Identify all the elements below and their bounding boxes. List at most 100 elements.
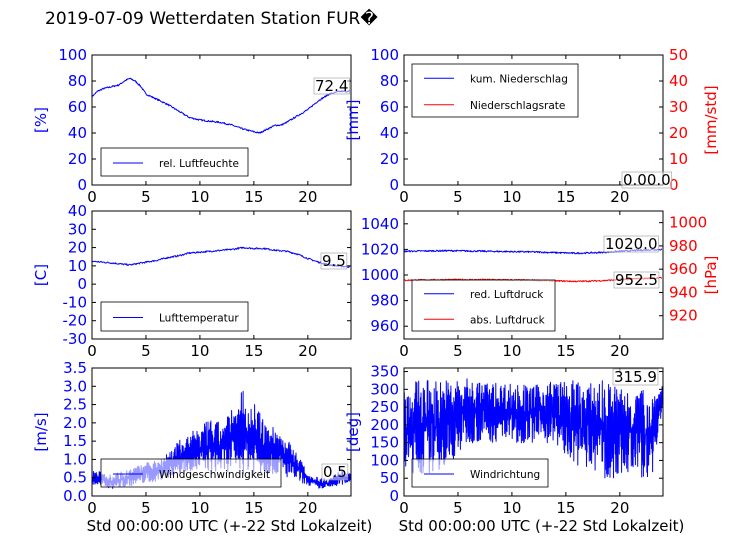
x-tick-label: 10	[502, 188, 521, 206]
x-tick-label: 5	[141, 342, 151, 360]
y-tick-label: 0	[389, 487, 399, 505]
y2-axis-label: [hPa]	[702, 256, 720, 295]
x-tick-label: 0	[87, 499, 97, 517]
x-tick-label: 0	[399, 342, 409, 360]
last-value-label: 9.5	[322, 252, 346, 270]
legend-label: Lufttemperatur	[159, 313, 239, 325]
y2-tick-label: 1000	[669, 214, 707, 232]
y-tick-label: 40	[68, 124, 87, 142]
y-tick-label: 10	[68, 257, 87, 275]
x-tick-label: 15	[244, 188, 263, 206]
y-axis-label: [m/s]	[32, 412, 50, 451]
y2-tick-label: 920	[669, 307, 698, 325]
y-tick-label: 3.0	[63, 377, 87, 395]
y-tick-label: 40	[68, 202, 87, 220]
x-tick-label: 10	[502, 342, 521, 360]
plot-area	[92, 246, 351, 268]
last-value-box	[321, 463, 349, 481]
y-tick-label: 50	[380, 469, 399, 487]
x-tick-label: 10	[190, 188, 209, 206]
x-axis-label: Std 00:00:00 UTC (+-22 Std Lokalzeit)	[87, 517, 373, 535]
legend-frame	[411, 279, 556, 332]
x-tick-label: 5	[453, 499, 463, 517]
y-tick-label: 80	[380, 72, 399, 90]
panel-2: 0 5 10 15 20 0 20 40 60 80 100 0 10 20 30 40 50 [mm] [mm/s…	[344, 46, 720, 206]
x-axis-label: Std 00:00:00 UTC (+-22 Std Lokalzeit)	[399, 517, 685, 535]
y2-tick-label: 10	[669, 150, 688, 168]
legend-frame	[411, 458, 549, 488]
y-tick-label: -10	[63, 293, 88, 311]
legend-label: Windrichtung	[470, 469, 540, 481]
x-tick-label: 5	[453, 188, 463, 206]
legend-label: Windgeschwindigkeit	[159, 469, 270, 481]
y-axis-label: [C]	[32, 264, 50, 286]
y-tick-label: 300	[370, 380, 399, 398]
y2-tick-label: 0	[669, 176, 679, 194]
plot-area	[92, 77, 350, 134]
series-line-1	[92, 77, 350, 134]
y2-tick-label: 980	[669, 237, 698, 255]
y-tick-label: 0	[77, 176, 87, 194]
panel-4: 0 5 10 15 20 960 980 1000 1020 1040 920 940 960 980 10…	[361, 210, 720, 360]
y-tick-label: 2.5	[63, 396, 87, 414]
series-line-1	[92, 246, 351, 268]
y-tick-label: 0.0	[63, 487, 87, 505]
legend-frame	[100, 147, 249, 177]
last-value-box	[621, 171, 673, 189]
panel-5: 0 5 10 15 200.00.51.01.52.02.53.03.5[m/s]Std…	[32, 359, 372, 535]
y-tick-label: 1.0	[63, 450, 87, 468]
x-tick-label: 15	[244, 342, 263, 360]
y-tick-label: 100	[370, 451, 399, 469]
y-tick-label: 20	[68, 150, 87, 168]
y-tick-label: 100	[58, 46, 87, 64]
y-tick-label: 2.0	[63, 414, 87, 432]
last-value-label: 315.9	[614, 368, 657, 386]
x-tick-label: 15	[244, 499, 263, 517]
y2-tick-label: 940	[669, 283, 698, 301]
x-tick-label: 20	[610, 342, 629, 360]
last-value-box	[320, 252, 348, 270]
x-tick-label: 20	[610, 188, 629, 206]
legend-label: red. Luftdruck	[470, 289, 544, 301]
axes-frame	[403, 367, 664, 497]
y-tick-label: 100	[370, 46, 399, 64]
x-tick-label: 10	[190, 342, 209, 360]
last-value-box	[613, 271, 660, 289]
legend-label: Niederschlagsrate	[470, 100, 565, 112]
plot-area	[404, 378, 663, 479]
legend: kum. Niederschlag Niederschlagsrate	[411, 63, 579, 118]
legend-frame	[100, 301, 249, 332]
panel-1: 0 5 10 15 20 0 20 40 60 80 100 [%] rel. Luftfeuchte 7…	[32, 46, 352, 206]
y-tick-label: 20	[68, 239, 87, 257]
legend: Windgeschwindigkeit	[100, 458, 282, 488]
y2-tick-label: 30	[669, 98, 688, 116]
legend-frame	[100, 458, 282, 488]
legend: red. Luftdruck abs. Luftdruck	[411, 279, 556, 332]
y2-axis-label: [mm/std]	[702, 85, 720, 154]
y-axis-label: [deg]	[344, 412, 362, 452]
x-tick-label: 0	[399, 188, 409, 206]
axes-frame	[403, 54, 664, 186]
y-tick-label: 0.5	[63, 469, 87, 487]
y-tick-label: -20	[63, 312, 88, 330]
x-tick-label: 20	[298, 188, 317, 206]
series-line-1	[404, 378, 663, 479]
y-tick-label: 0	[389, 176, 399, 194]
x-tick-label: 5	[141, 499, 151, 517]
legend: rel. Luftfeuchte	[100, 147, 249, 177]
last-value-label: 1020.0	[605, 235, 658, 253]
axes-frame	[91, 367, 352, 497]
x-tick-label: 5	[141, 188, 151, 206]
y-tick-label: 1.5	[63, 432, 87, 450]
y-tick-label: 200	[370, 416, 399, 434]
axes-frame	[91, 210, 352, 340]
y-axis-label: [%]	[32, 107, 50, 133]
y-tick-label: 60	[68, 98, 87, 116]
legend-label: rel. Luftfeuchte	[159, 158, 239, 170]
x-tick-label: 0	[87, 342, 97, 360]
x-tick-label: 20	[298, 499, 317, 517]
y-tick-label: 3.5	[63, 359, 87, 377]
x-tick-label: 15	[556, 499, 575, 517]
y-tick-label: 960	[370, 317, 399, 335]
y-tick-label: 0	[77, 275, 87, 293]
